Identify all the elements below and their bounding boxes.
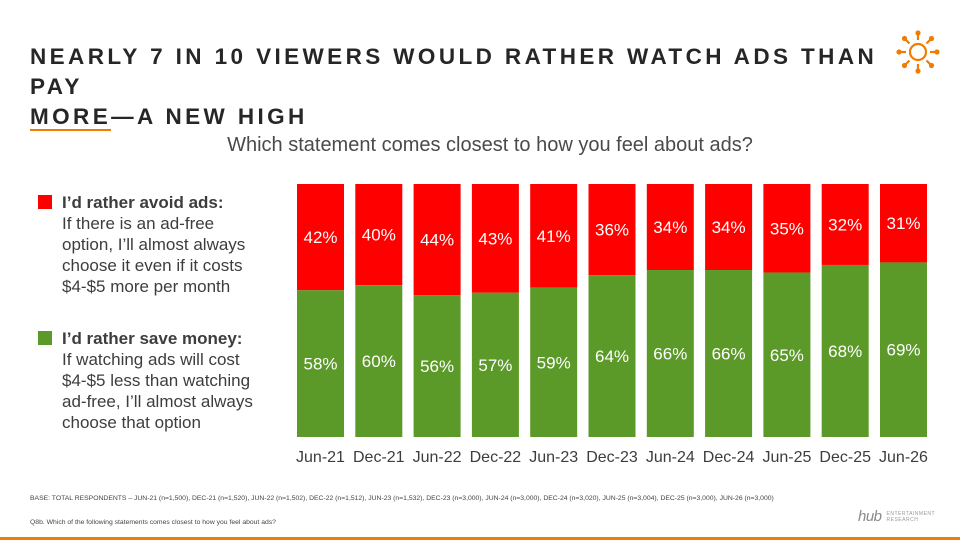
data-label-avoid-ads: 34% [653,218,687,237]
legend-save-body: If watching ads will cost $4-$5 less tha… [62,350,253,432]
bar-save-money [297,290,344,437]
title-underlined-word: MORE [30,104,112,131]
x-tick-label: Jun-23 [529,449,578,466]
data-label-avoid-ads: 41% [537,227,571,246]
base-note: BASE: TOTAL RESPONDENTS – JUN-21 (n=1,50… [30,495,774,502]
data-label-avoid-ads: 42% [303,228,337,247]
data-label-save-money: 59% [537,353,571,372]
legend-swatch-green [38,331,52,345]
bar-avoid-ads [355,184,403,286]
data-label-save-money: 60% [362,352,396,371]
legend-avoid-body: If there is an ad-free option, I’ll almo… [62,214,246,296]
hub-logo-sub-line-1: ENTERTAINMENT [886,510,936,517]
bar-save-money [355,285,403,437]
hub-logo-sub-line-2: RESEARCH [886,516,919,523]
bar-save-money [646,270,694,437]
data-label-avoid-ads: 43% [478,229,512,248]
x-tick-label: Dec-23 [586,449,638,466]
title-line-1: NEARLY 7 IN 10 VIEWERS WOULD RATHER WATC… [30,44,878,99]
data-label-avoid-ads: 32% [828,215,862,234]
x-tick-label: Dec-21 [353,449,405,466]
data-label-save-money: 68% [828,342,862,361]
data-label-avoid-ads: 36% [595,221,629,240]
data-label-avoid-ads: 44% [420,231,454,250]
data-label-save-money: 65% [770,346,804,365]
bar-save-money [880,262,927,437]
hub-logo-subtitle: ENTERTAINMENT RESEARCH [887,511,936,523]
bar-avoid-ads [413,184,461,296]
legend-save-money: I’d rather save money: If watching ads w… [38,328,288,433]
bar-avoid-ads [588,184,636,276]
bar-avoid-ads [530,184,578,288]
data-label-avoid-ads: 40% [362,226,396,245]
bar-save-money [821,264,869,437]
question-note: Q8b. Which of the following statements c… [30,519,276,526]
hub-logo: hub ENTERTAINMENT RESEARCH [858,508,935,525]
bar-avoid-ads [821,184,869,265]
bar-avoid-ads [471,184,519,293]
bar-avoid-ads [763,184,811,273]
data-label-save-money: 57% [478,356,512,375]
x-tick-label: Jun-25 [762,449,811,466]
bar-save-money [413,295,461,437]
legend-save-head: I’d rather save money: [62,329,243,348]
title-line-2-rest: —A NEW HIGH [111,104,308,129]
hub-logo-word: hub [858,508,882,525]
bottom-accent-rule [0,537,960,540]
x-tick-label: Dec-25 [819,449,871,466]
legend-swatch-red [38,195,52,209]
data-label-avoid-ads: 35% [770,219,804,238]
x-tick-label: Jun-21 [296,449,345,466]
data-label-save-money: 66% [712,345,746,364]
data-label-avoid-ads: 34% [712,218,746,237]
x-tick-label: Jun-22 [413,449,462,466]
sun-logo-icon [896,30,940,74]
title-line-2: MORE—A NEW HIGH [30,102,890,132]
chart-question: Which statement comes closest to how you… [227,134,753,156]
data-label-save-money: 69% [886,341,920,360]
page-title: NEARLY 7 IN 10 VIEWERS WOULD RATHER WATC… [30,42,890,132]
legend-avoid-ads: I’d rather avoid ads: If there is an ad-… [38,192,288,297]
data-label-avoid-ads: 31% [886,214,920,233]
data-label-save-money: 64% [595,347,629,366]
bar-save-money [588,275,636,437]
data-label-save-money: 56% [420,357,454,376]
x-tick-label: Jun-24 [646,449,695,466]
bar-save-money [705,270,753,437]
bar-avoid-ads [880,184,927,263]
data-label-save-money: 58% [303,355,337,374]
x-tick-label: Dec-24 [703,449,755,466]
bar-save-money [471,292,519,437]
bar-avoid-ads [705,184,753,271]
data-label-save-money: 66% [653,345,687,364]
bar-save-money [530,287,578,437]
bar-save-money [763,272,811,437]
x-tick-label: Jun-26 [879,449,928,466]
legend-avoid-head: I’d rather avoid ads: [62,193,224,212]
bar-avoid-ads [646,184,694,271]
x-tick-label: Dec-22 [470,449,522,466]
bar-avoid-ads [297,184,344,291]
